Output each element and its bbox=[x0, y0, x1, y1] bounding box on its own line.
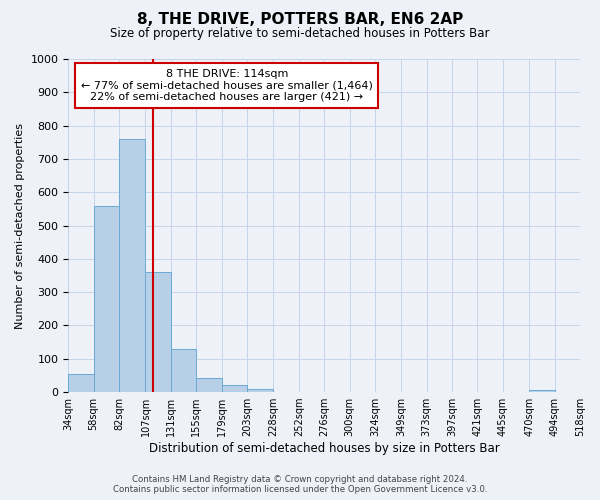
Bar bbox=[68, 374, 94, 392]
Bar bbox=[94, 206, 119, 392]
Y-axis label: Number of semi-detached properties: Number of semi-detached properties bbox=[15, 122, 25, 328]
Text: 8 THE DRIVE: 114sqm
← 77% of semi-detached houses are smaller (1,464)
22% of sem: 8 THE DRIVE: 114sqm ← 77% of semi-detach… bbox=[81, 69, 373, 102]
Bar bbox=[247, 390, 274, 392]
Bar bbox=[145, 272, 171, 392]
Bar bbox=[221, 386, 247, 392]
Bar bbox=[196, 378, 221, 392]
Text: Size of property relative to semi-detached houses in Potters Bar: Size of property relative to semi-detach… bbox=[110, 28, 490, 40]
X-axis label: Distribution of semi-detached houses by size in Potters Bar: Distribution of semi-detached houses by … bbox=[149, 442, 500, 455]
Bar bbox=[119, 139, 145, 392]
Text: Contains HM Land Registry data © Crown copyright and database right 2024.
Contai: Contains HM Land Registry data © Crown c… bbox=[113, 474, 487, 494]
Bar bbox=[529, 390, 554, 392]
Bar bbox=[171, 349, 196, 392]
Text: 8, THE DRIVE, POTTERS BAR, EN6 2AP: 8, THE DRIVE, POTTERS BAR, EN6 2AP bbox=[137, 12, 463, 28]
